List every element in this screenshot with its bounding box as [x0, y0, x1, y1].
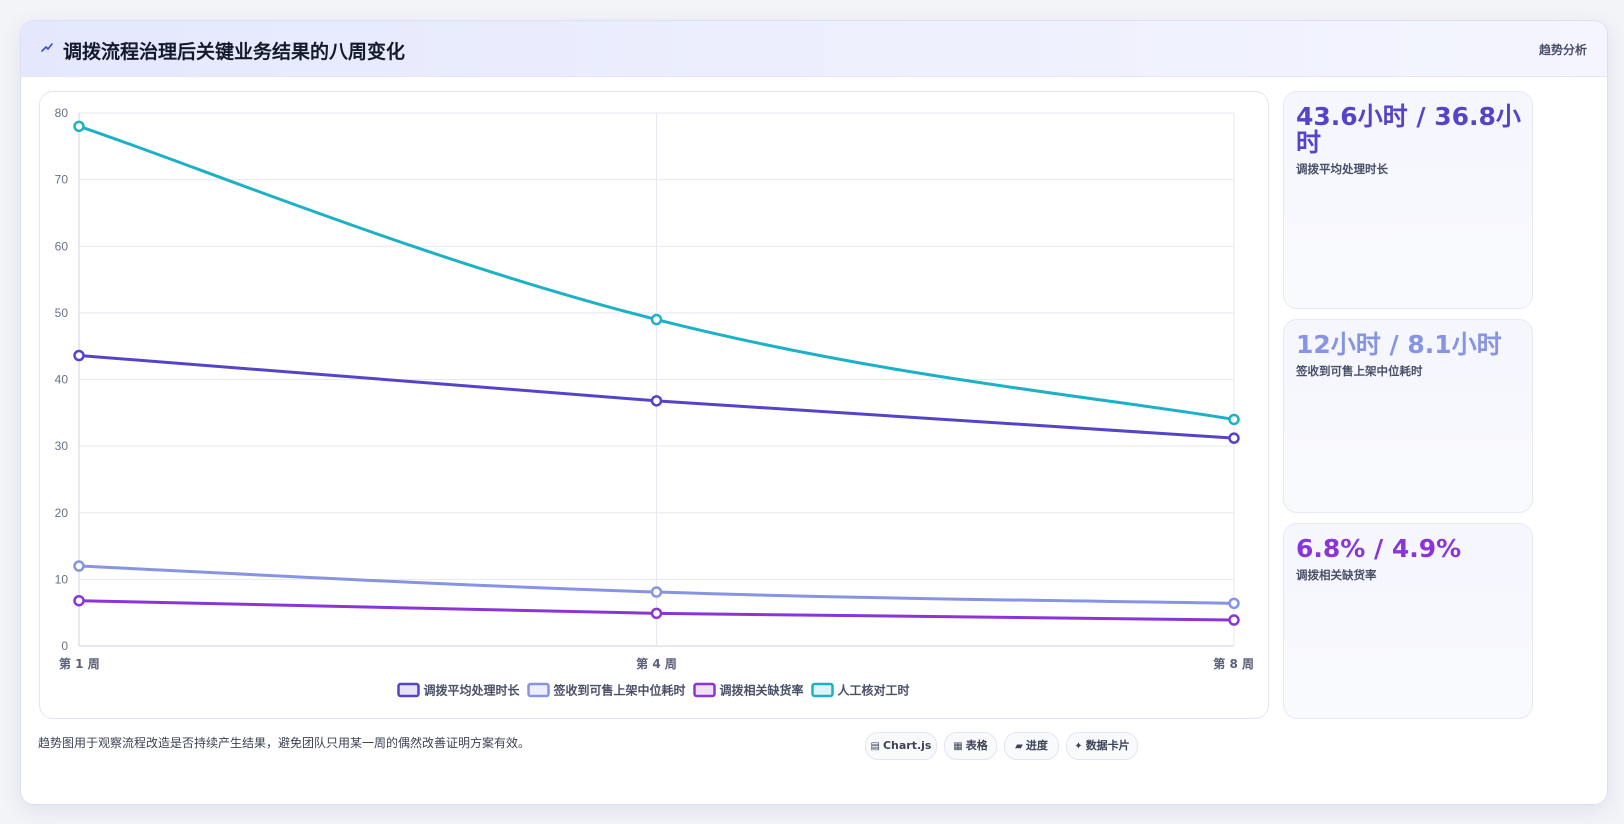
chip-label: 表格: [965, 739, 988, 752]
stat-card-processing-time: 43.6小时 / 36.8小时 调拨平均处理时长: [1283, 91, 1533, 309]
legend-swatch: [527, 682, 550, 698]
footer-note: 趋势图用于观察流程改造是否持续产生结果，避免团队只用某一周的偶然改善证明方案有效…: [38, 736, 531, 750]
legend-label: 调拨相关缺货率: [720, 683, 804, 698]
y-tick-label: 80: [55, 106, 69, 120]
chip-label: 数据卡片: [1085, 739, 1130, 752]
legend-swatch: [811, 682, 834, 698]
chip-table[interactable]: ▦ 表格: [944, 732, 997, 760]
y-tick-label: 30: [55, 439, 69, 453]
x-tick-label: 第 1 周: [59, 656, 100, 671]
trend-icon: [41, 43, 53, 52]
stat-value: 6.8% / 4.9%: [1296, 534, 1462, 563]
stat-label: 调拨相关缺货率: [1296, 568, 1377, 582]
data-point: [1228, 432, 1240, 444]
legend-label: 调拨平均处理时长: [423, 683, 520, 698]
table-icon: ▦: [953, 741, 963, 752]
data-point: [73, 349, 85, 362]
data-point: [73, 560, 85, 572]
y-tick-label: 10: [55, 572, 69, 586]
data-point: [650, 395, 663, 407]
data-point: [1228, 597, 1240, 610]
y-tick-label: 20: [55, 506, 69, 520]
y-tick-label: 0: [61, 639, 68, 653]
page-title: 调拨流程治理后关键业务结果的八周变化: [63, 41, 406, 63]
data-point: [1228, 413, 1240, 426]
y-tick-label: 70: [55, 173, 69, 187]
legend-label: 签收到可售上架中位耗时: [552, 683, 685, 698]
data-point: [650, 313, 663, 326]
y-tick-label: 40: [55, 373, 69, 387]
dashboard-card: 调拨流程治理后关键业务结果的八周变化 趋势分析 0 10 20 30 40 50 60 70 8…: [20, 20, 1608, 805]
chip-data-card[interactable]: ✦ 数据卡片: [1066, 732, 1138, 760]
sparkle-icon: ✦: [1074, 741, 1083, 752]
chart-icon: ▤: [870, 741, 880, 752]
chip-label: 进度: [1025, 739, 1048, 752]
chip-chartjs[interactable]: ▤ Chart.js: [865, 732, 937, 760]
trend-analysis-tag[interactable]: 趋势分析: [1538, 43, 1587, 57]
chip-label: Chart.js: [882, 739, 932, 752]
data-point: [73, 120, 85, 133]
x-tick-label: 第 8 周: [1213, 656, 1254, 671]
stat-label: 签收到可售上架中位耗时: [1296, 364, 1423, 378]
legend-swatch: [693, 682, 716, 698]
data-point: [1228, 614, 1240, 626]
data-point: [650, 586, 663, 598]
stat-card-stockout-rate: 6.8% / 4.9% 调拨相关缺货率: [1283, 523, 1533, 719]
line-chart: 0 10 20 30 40 50 60 70 80 第 1 周 第 4 周 第 8 周调拨平均处理时长…: [55, 106, 1254, 698]
card-header: 调拨流程治理后关键业务结果的八周变化 趋势分析: [21, 21, 1607, 77]
stat-value: 12小时 / 8.1小时: [1296, 330, 1502, 359]
data-point: [650, 607, 663, 620]
stat-value: 43.6小时 / 36.8小时: [1296, 102, 1521, 157]
chip-progress[interactable]: ▰ 进度: [1004, 732, 1059, 760]
legend-swatch: [397, 682, 420, 698]
legend-label: 人工核对工时: [838, 683, 910, 698]
x-tick-label: 第 4 周: [636, 656, 677, 671]
y-tick-label: 50: [55, 306, 69, 320]
data-point: [73, 594, 85, 607]
chart-panel: 0 10 20 30 40 50 60 70 80 第 1 周 第 4 周 第 8 周调拨平均处理时长…: [39, 91, 1269, 719]
stat-label: 调拨平均处理时长: [1296, 162, 1388, 176]
y-tick-label: 60: [55, 239, 69, 253]
progress-icon: ▰: [1015, 741, 1023, 752]
stat-card-shelving-time: 12小时 / 8.1小时 签收到可售上架中位耗时: [1283, 319, 1533, 513]
